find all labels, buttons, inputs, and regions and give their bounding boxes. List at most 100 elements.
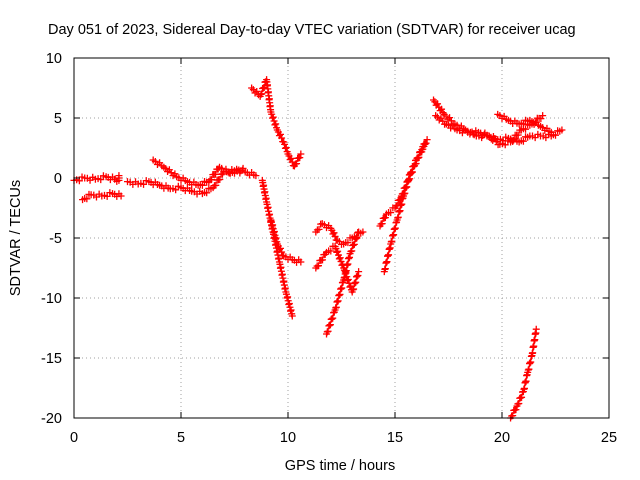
data-point [355, 268, 363, 276]
data-point [216, 175, 224, 183]
data-point [326, 321, 334, 329]
data-point [330, 229, 338, 237]
data-point [293, 160, 301, 168]
x-axis-label: GPS time / hours [285, 458, 395, 474]
data-point [518, 393, 526, 401]
data-point [415, 154, 423, 162]
data-point [381, 214, 389, 222]
data-point [252, 172, 260, 180]
data-point [314, 262, 322, 270]
data-point [198, 181, 206, 189]
data-point [140, 180, 148, 188]
data-point [352, 278, 360, 286]
data-point [378, 220, 386, 228]
data-point [512, 406, 520, 414]
data-point [231, 169, 238, 177]
data-point [319, 256, 327, 264]
data-point [103, 192, 111, 200]
data-point [515, 399, 523, 407]
data-point [334, 247, 342, 255]
data-point [207, 176, 215, 184]
y-tick-label: -15 [41, 351, 62, 367]
x-axis-ticks: 0 5 10 15 20 25 [70, 58, 617, 446]
data-points [70, 76, 566, 422]
data-point [421, 140, 429, 148]
data-point [288, 312, 296, 320]
data-point [272, 120, 280, 128]
data-point [387, 209, 395, 217]
data-point [278, 134, 286, 142]
data-point [519, 137, 527, 145]
data-point [353, 272, 361, 280]
data-point [115, 172, 123, 180]
y-tick-label: 0 [54, 171, 62, 187]
data-point [297, 150, 305, 158]
data-point [349, 286, 357, 294]
data-point [514, 131, 522, 139]
data-point [327, 247, 335, 255]
data-point [352, 273, 360, 281]
data-point [344, 239, 352, 247]
data-point [552, 131, 559, 139]
y-tick-label: 10 [46, 51, 62, 67]
chart-title: Day 051 of 2023, Sidereal Day-to-day VTE… [48, 22, 576, 38]
y-tick-label: -5 [49, 231, 62, 247]
data-point [278, 248, 286, 256]
y-axis-label: SDTVAR / TECUs [8, 180, 24, 296]
y-tick-label: -20 [41, 411, 62, 427]
data-point [408, 168, 416, 176]
y-axis-ticks: -20 -15 -10 -5 0 5 10 [41, 51, 609, 427]
data-point [296, 154, 304, 162]
data-point [423, 136, 431, 144]
data-point [434, 100, 442, 108]
data-point [212, 170, 220, 178]
data-point [287, 154, 295, 162]
data-point [83, 195, 91, 203]
data-point [348, 247, 356, 255]
data-point [558, 126, 566, 134]
data-point [350, 240, 358, 248]
data-point [324, 327, 332, 335]
data-point [336, 254, 344, 262]
data-point [212, 181, 220, 189]
x-tick-label: 20 [494, 430, 510, 446]
y-tick-label: 5 [54, 111, 62, 127]
data-point [438, 105, 446, 113]
data-point [539, 112, 547, 120]
data-point [547, 128, 555, 136]
data-point [351, 279, 359, 287]
data-point [331, 232, 339, 240]
data-point [239, 164, 247, 172]
x-tick-label: 25 [601, 430, 617, 446]
data-point [277, 130, 285, 138]
data-point [355, 228, 363, 236]
data-point [532, 325, 540, 333]
data-point [117, 192, 125, 200]
data-point [329, 314, 337, 322]
data-point [350, 280, 358, 288]
data-point [258, 90, 266, 98]
data-point [501, 141, 509, 149]
data-point [282, 144, 290, 152]
data-point [297, 258, 305, 266]
data-point [353, 234, 361, 242]
x-tick-label: 0 [70, 430, 78, 446]
data-point [411, 162, 419, 170]
data-point [277, 244, 285, 252]
data-point [510, 136, 518, 144]
x-tick-label: 10 [280, 430, 296, 446]
data-point [418, 148, 426, 156]
data-point [519, 120, 527, 128]
data-point [522, 125, 530, 133]
x-tick-label: 5 [177, 430, 185, 446]
data-point [350, 285, 358, 293]
y-tick-label: -10 [41, 291, 62, 307]
data-point [97, 176, 105, 184]
data-point [354, 271, 362, 279]
data-point [203, 189, 211, 197]
data-point [269, 113, 277, 121]
x-tick-label: 15 [387, 430, 403, 446]
data-point [315, 225, 323, 233]
